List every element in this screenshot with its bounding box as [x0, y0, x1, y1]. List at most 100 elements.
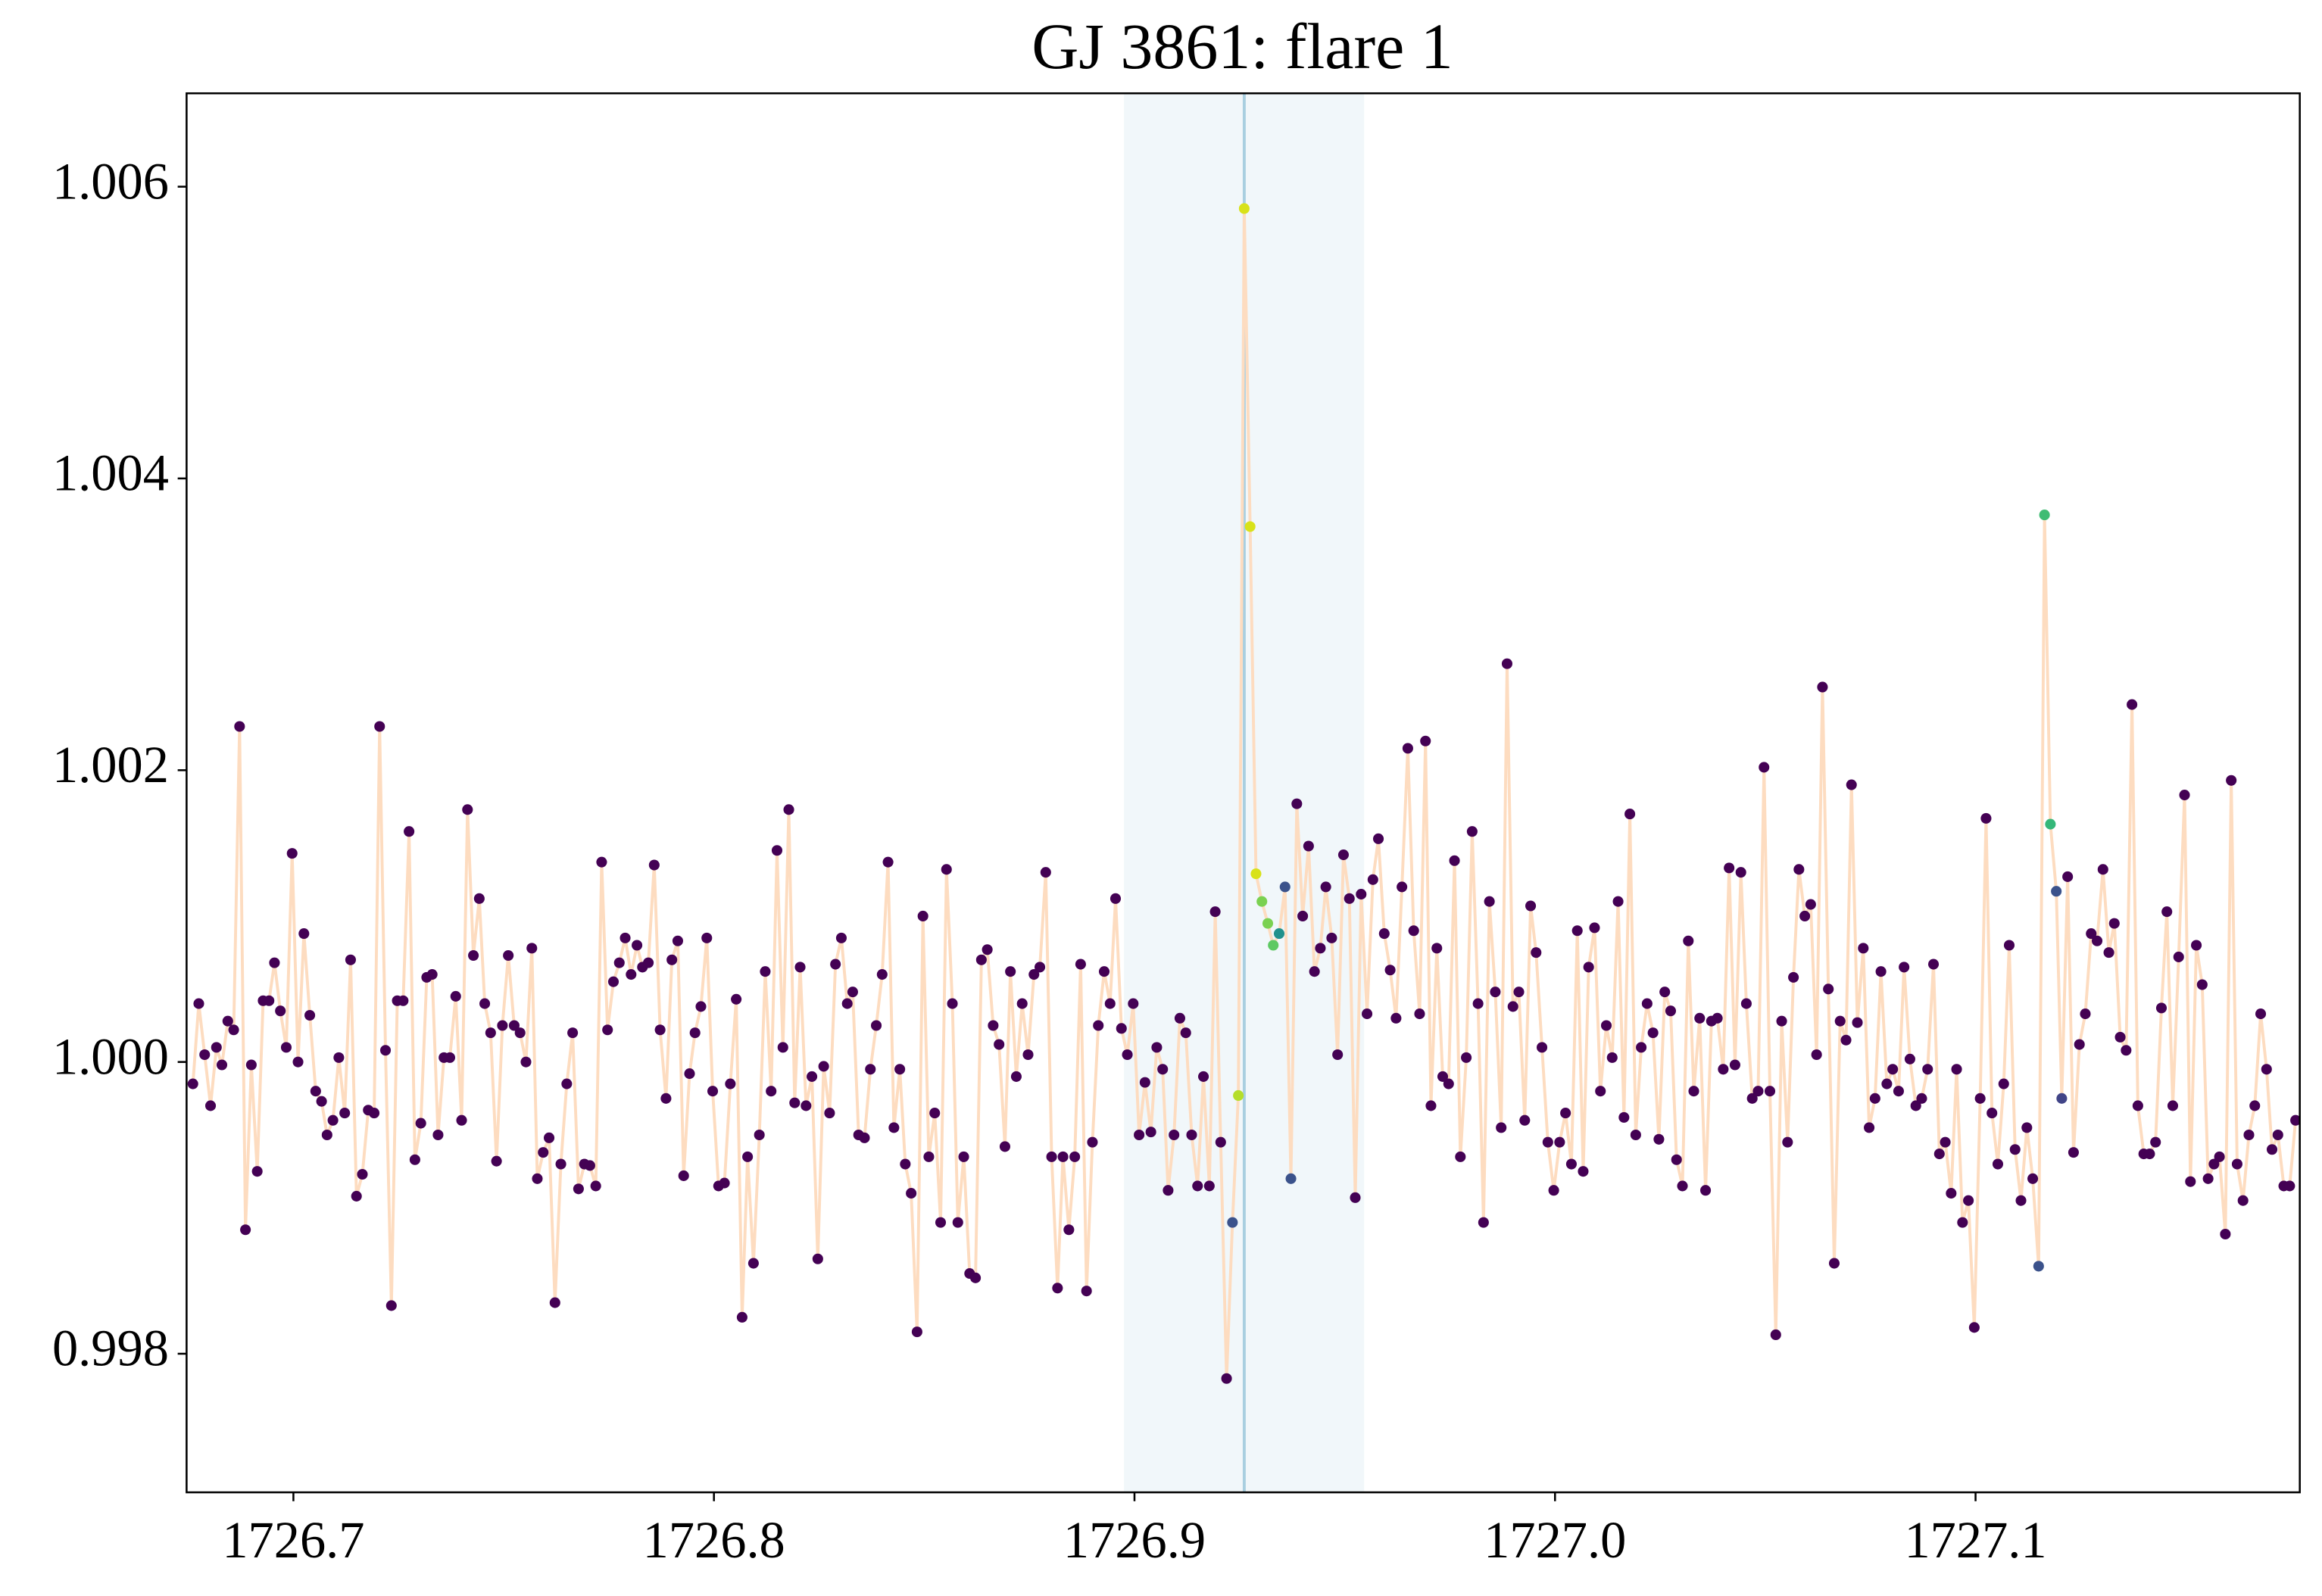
flux-point	[678, 1170, 689, 1181]
flux-point	[1244, 521, 1256, 532]
flux-point	[1425, 1100, 1437, 1111]
flux-point	[1198, 1071, 1209, 1082]
flux-point	[736, 1311, 747, 1323]
flux-point	[2045, 818, 2056, 830]
flux-point	[1373, 833, 1384, 844]
flux-point	[2220, 1228, 2231, 1240]
flux-point	[1157, 1064, 1169, 1075]
flux-point	[1320, 881, 1331, 893]
flux-point	[1420, 735, 1431, 747]
flux-point	[2021, 1122, 2033, 1133]
flux-point	[2243, 1129, 2255, 1141]
flux-point	[2144, 1149, 2155, 1160]
flux-point	[648, 859, 660, 871]
flux-point	[1864, 1122, 1875, 1133]
flux-point	[426, 969, 438, 980]
flux-point	[1285, 1173, 1297, 1184]
flux-point	[1653, 1133, 1665, 1145]
flux-point	[1740, 998, 1752, 1009]
flux-point	[1040, 867, 1051, 878]
flux-point	[1881, 1078, 1893, 1089]
flux-point	[1665, 1005, 1677, 1017]
flux-point	[1443, 1078, 1454, 1089]
flux-point	[1636, 1042, 1647, 1053]
flux-point	[304, 1009, 316, 1021]
flux-point	[1671, 1154, 1682, 1165]
flux-point	[1337, 849, 1349, 861]
flux-point	[211, 1042, 222, 1053]
flux-point	[1344, 893, 1355, 904]
flux-point	[1075, 959, 1086, 970]
flux-point	[1139, 1077, 1150, 1088]
flux-point	[204, 1100, 217, 1111]
flux-point	[292, 1056, 304, 1068]
flux-point	[994, 1039, 1005, 1050]
flux-point	[1291, 798, 1303, 809]
flux-point	[1974, 1093, 1986, 1104]
flux-point	[1916, 1093, 1927, 1104]
flux-point	[1899, 962, 1910, 973]
flux-point	[701, 932, 713, 943]
flux-point	[245, 1059, 257, 1071]
flux-point	[1998, 1078, 2009, 1089]
flux-point	[1332, 1049, 1344, 1061]
flux-point	[1022, 1049, 1034, 1061]
flux-point	[345, 954, 356, 965]
flux-point	[1817, 681, 1828, 693]
flux-point	[1589, 922, 1600, 934]
flux-point	[1537, 1042, 1548, 1053]
chart-title: GJ 3861: flare 1	[1031, 10, 1453, 83]
flux-point	[1367, 874, 1378, 885]
flux-point	[801, 1100, 812, 1111]
flux-point	[1571, 925, 1583, 937]
flux-point	[549, 1297, 560, 1308]
flux-point	[1408, 925, 1419, 937]
flux-point	[1554, 1136, 1565, 1148]
flux-point	[339, 1108, 351, 1119]
flux-point	[2097, 864, 2108, 875]
flux-point	[1875, 966, 1887, 977]
flux-point	[2086, 928, 2097, 940]
flux-point	[1799, 910, 1811, 922]
flux-point	[2179, 790, 2190, 801]
flux-point	[1694, 1012, 1706, 1024]
flux-point	[859, 1132, 870, 1143]
flux-point	[398, 995, 409, 1006]
flux-point	[760, 966, 771, 977]
flux-point	[1578, 1166, 1589, 1177]
y-tick-label: 1.006	[52, 152, 169, 210]
flux-point	[2231, 1158, 2242, 1170]
flux-point	[1046, 1151, 1057, 1162]
x-tick-label: 1727.1	[1904, 1511, 2046, 1569]
flux-point	[2103, 947, 2114, 959]
flux-point	[2196, 979, 2208, 990]
flux-point	[234, 721, 245, 732]
x-tick-label: 1726.9	[1063, 1511, 1206, 1569]
flux-point	[1606, 1052, 1618, 1063]
flux-point	[613, 957, 625, 968]
flux-point	[2080, 1008, 2091, 1020]
flux-point	[654, 1024, 666, 1036]
flux-point	[666, 954, 678, 965]
flux-point	[1624, 809, 1636, 820]
flux-point	[584, 1160, 595, 1171]
flux-point	[1735, 867, 1746, 878]
flux-point	[2091, 935, 2103, 946]
flux-point	[1718, 1064, 1729, 1075]
flux-point	[432, 1129, 444, 1141]
flux-point	[1279, 881, 1291, 893]
flux-point	[2237, 1195, 2249, 1206]
y-tick-label: 1.004	[52, 444, 169, 502]
flux-point	[1548, 1185, 1559, 1196]
flux-point	[731, 993, 742, 1005]
flux-point	[187, 1078, 198, 1089]
flux-point	[923, 1151, 935, 1162]
flux-point	[2155, 1002, 2168, 1014]
flux-point	[532, 1173, 543, 1184]
flux-point	[2202, 1173, 2214, 1184]
y-tick-label: 0.998	[52, 1320, 169, 1377]
flux-point	[1910, 1100, 1921, 1111]
flux-point	[1904, 1053, 1915, 1065]
flux-point	[841, 998, 853, 1009]
